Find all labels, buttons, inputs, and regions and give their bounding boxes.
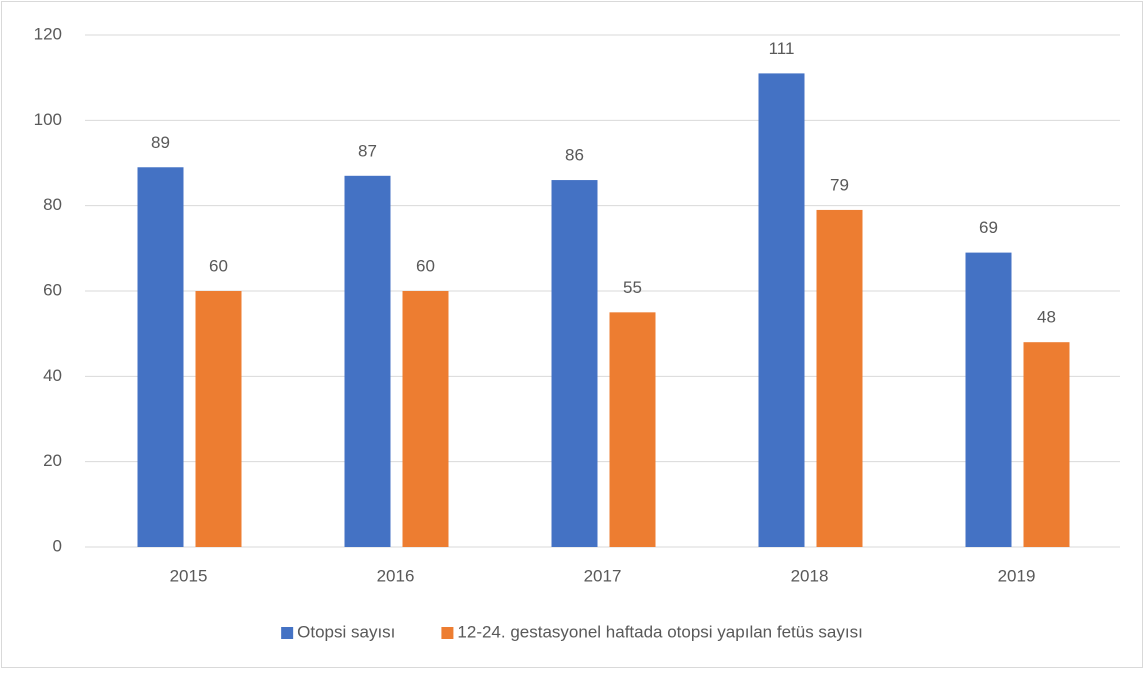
bar [551,180,598,548]
data-label: 60 [209,256,228,275]
data-label: 86 [565,146,584,165]
legend-label: 12-24. gestasyonel haftada otopsi yapıla… [457,622,862,641]
data-label: 87 [358,141,377,160]
y-tick-label: 40 [43,366,62,385]
data-label: 48 [1037,308,1056,327]
bar [137,167,184,547]
bar [402,291,449,547]
y-tick-label: 20 [43,451,62,470]
data-label: 89 [151,133,170,152]
y-tick-label: 120 [34,24,62,43]
data-label: 111 [769,39,795,58]
legend-swatch [281,627,294,639]
y-tick-label: 0 [53,536,62,555]
y-tick-label: 80 [43,195,62,214]
x-tick-label: 2019 [998,566,1036,585]
bar [195,291,242,547]
data-label: 69 [979,218,998,237]
x-tick-label: 2017 [584,566,622,585]
data-label: 60 [416,256,435,275]
bar [609,312,656,547]
x-tick-label: 2015 [170,566,208,585]
y-tick-label: 100 [34,110,62,129]
bar [816,209,863,547]
y-tick-label: 60 [43,280,62,299]
legend-label: Otopsi sayısı [297,622,395,641]
bar [1023,342,1070,547]
legend-swatch [441,627,454,639]
bar [344,175,391,548]
x-tick-label: 2018 [791,566,829,585]
data-label: 79 [830,175,849,194]
x-tick-label: 2016 [377,566,415,585]
data-label: 55 [623,278,642,297]
bar [758,73,805,548]
bar [965,252,1012,547]
